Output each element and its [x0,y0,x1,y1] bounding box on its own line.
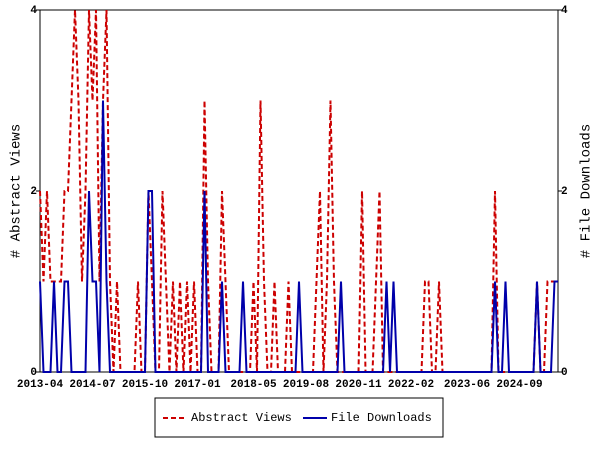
y-tick-label: 4 [30,5,37,17]
x-tick-label: 2023-06 [444,379,490,391]
y2-tick-label: 0 [561,367,568,379]
x-tick-label: 2022-02 [388,379,434,391]
series-line [39,9,558,373]
y-tick-label: 0 [30,367,37,379]
x-tick-label: 2020-11 [335,379,382,391]
legend-box [154,397,444,438]
x-tick-label: 2018-05 [230,379,277,391]
legend-label: Abstract Views [191,411,292,425]
x-tick-label: 2017-01 [174,379,221,391]
legend-label: File Downloads [331,411,432,425]
series-line [39,100,558,373]
x-tick-label: 2013-04 [17,379,64,391]
y-tick-label: 2 [30,186,37,198]
x-tick-label: 2015-10 [122,379,168,391]
y2-tick-label: 2 [561,186,568,198]
x-tick-label: 2019-08 [283,379,330,391]
x-tick-label: 2024-09 [496,379,542,391]
y2-tick-label: 4 [561,5,568,17]
x-tick-label: 2014-07 [69,379,115,391]
y-axis-title: # Abstract Views [9,124,25,258]
y2-axis-title: # File Downloads [579,124,595,258]
